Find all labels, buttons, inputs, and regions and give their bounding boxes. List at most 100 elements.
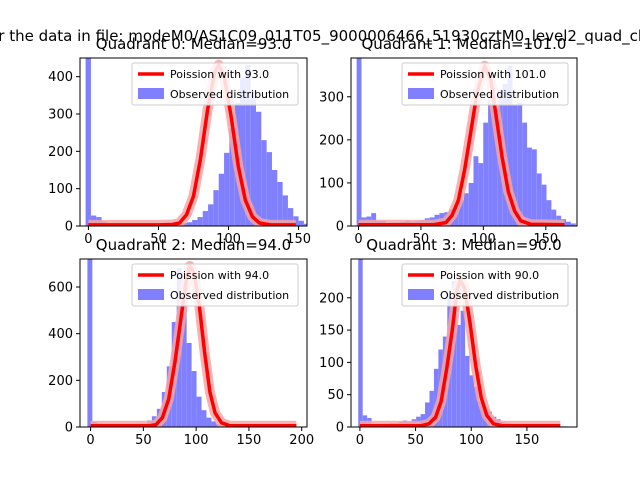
legend-bar-label: Observed distribution: [440, 88, 559, 101]
histogram-bar: [271, 170, 278, 226]
histogram-bar: [298, 220, 304, 226]
histogram-bar: [196, 396, 202, 427]
y-tick-label: 300: [319, 90, 344, 105]
histogram-bar: [213, 190, 219, 226]
histogram-bar: [245, 64, 251, 226]
histogram-bar: [465, 355, 470, 427]
quadrant-3-title: Quadrant 3: Median=90.0: [366, 236, 561, 254]
legend: Poission with 93.0 Observed distribution: [131, 62, 299, 106]
quadrant-3-chart: 0 50 100 150 0 50 100 150 200 Quadrant 3: Median=…: [319, 236, 578, 448]
histogram-bar: [425, 402, 430, 427]
histogram-bar: [458, 200, 464, 226]
y-tick-label: 100: [48, 182, 73, 197]
y-tick-label: 200: [48, 374, 73, 389]
histogram-bar: [197, 217, 203, 226]
y-tick-label: 0: [65, 220, 73, 235]
quadrant-1-title: Quadrant 1: Median=101.0: [362, 35, 567, 53]
histogram-bar: [218, 173, 225, 226]
histogram-bar: [429, 390, 434, 427]
histogram-bar: [469, 375, 475, 427]
y-tick-label: 100: [319, 356, 344, 371]
y-tick-label: 0: [336, 421, 344, 436]
histogram-bar: [512, 105, 518, 226]
axes-frame: [350, 258, 578, 428]
legend-bar-swatch: [408, 88, 434, 99]
y-tick-label: 400: [48, 70, 73, 85]
histogram-bar: [371, 213, 377, 226]
x-tick-label: 100: [459, 433, 484, 448]
histogram-bar: [451, 280, 457, 427]
histogram-bar: [186, 343, 192, 427]
figure-title: Histogram for the data in file: modeM0/A…: [0, 27, 640, 46]
histogram-bar: [192, 220, 198, 226]
legend-bar-label: Observed distribution: [170, 289, 289, 302]
x-tick-label: 0: [84, 232, 92, 247]
histogram-bar: [240, 78, 246, 226]
quadrant-0-title: Quadrant 0: Median=93.0: [96, 35, 291, 53]
axes-frame: [350, 57, 578, 227]
histogram-bar: [356, 58, 362, 226]
histogram-bar: [287, 208, 294, 226]
histogram-bar: [229, 128, 235, 226]
histogram-bar: [478, 163, 484, 226]
x-tick-label: 200: [289, 433, 314, 448]
histogram-bar: [488, 98, 493, 226]
legend: Poission with 101.0 Observed distribution: [401, 62, 569, 106]
histogram-bar: [181, 272, 187, 427]
histogram-bar: [358, 259, 363, 427]
histogram-bar: [456, 324, 461, 427]
histogram-bar: [522, 122, 528, 226]
x-tick-label: 50: [407, 433, 424, 448]
quadrant-2-chart: 0 50 100 150 200 0 200 400 600 Quadrant 2: Median…: [48, 236, 314, 448]
histogram-bar: [255, 111, 262, 226]
histogram-bar: [186, 222, 193, 226]
legend-line-label: Poission with 93.0: [170, 68, 269, 81]
x-tick-label: 150: [286, 232, 311, 247]
y-tick-label: 400: [48, 327, 73, 342]
histogram-bar: [527, 147, 532, 226]
y-tick-label: 300: [48, 108, 73, 123]
histogram-bar: [478, 401, 483, 427]
x-tick-label: 150: [533, 232, 558, 247]
x-tick-label: 100: [184, 433, 209, 448]
legend-bar-swatch: [138, 289, 164, 300]
x-tick-label: 0: [354, 232, 362, 247]
x-tick-label: 50: [150, 232, 167, 247]
histogram-bar: [277, 181, 283, 226]
histogram-bar: [463, 193, 469, 226]
legend-bar-label: Observed distribution: [170, 88, 289, 101]
y-tick-label: 600: [48, 281, 73, 296]
histogram-bar: [507, 65, 513, 226]
legend-line-label: Poission with 90.0: [440, 269, 539, 282]
histogram-bar: [570, 223, 576, 226]
legend-bar-swatch: [408, 289, 434, 300]
histogram-bar: [85, 58, 91, 226]
histogram-bar: [211, 421, 217, 427]
histogram-bar: [224, 152, 230, 226]
histogram-bar: [201, 410, 207, 427]
legend-box: [401, 263, 569, 307]
histogram-bar: [492, 109, 498, 226]
legend: Poission with 90.0 Observed distribution: [401, 263, 569, 307]
y-tick-label: 0: [336, 220, 344, 235]
x-tick-label: 100: [216, 232, 241, 247]
quadrant-2-title: Quadrant 2: Median=94.0: [96, 236, 291, 254]
histogram-bar: [473, 156, 479, 226]
legend-box: [131, 62, 299, 106]
histogram-bar: [191, 371, 197, 427]
histogram-bar: [536, 173, 542, 226]
histogram-bar: [474, 386, 479, 427]
legend-bar-swatch: [138, 88, 164, 99]
histogram-panels: 0 50 100 150 0 100 200 300 400 Quadrant 0: Median…: [48, 35, 578, 448]
histogram-bar: [208, 204, 214, 226]
histogram-bar: [460, 310, 466, 427]
y-tick-label: 200: [48, 145, 73, 160]
x-tick-label: 150: [514, 433, 539, 448]
histogram-bar: [315, 225, 320, 226]
histogram-bar: [202, 211, 209, 226]
y-tick-label: 50: [327, 388, 344, 403]
histogram-bar: [282, 195, 288, 226]
x-tick-label: 150: [237, 433, 262, 448]
histogram-bar: [250, 90, 256, 226]
